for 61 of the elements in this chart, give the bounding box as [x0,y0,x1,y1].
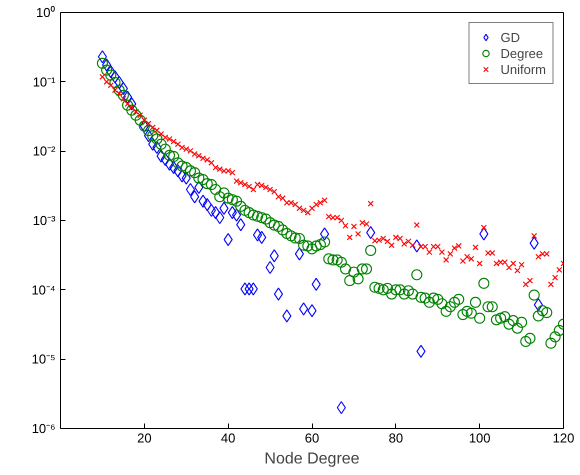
x-tick-label: 40 [220,430,236,446]
point [164,158,174,171]
x-tick-label: 80 [388,430,404,446]
point [123,90,132,104]
point [412,239,422,252]
legend-label: Degree [500,45,544,61]
point [228,206,237,220]
point [257,230,266,244]
y-tick-label: 10⁰ [36,5,56,20]
y-tick-label: 10⁻¹ [32,74,56,90]
point [224,233,233,246]
point [219,202,229,215]
point [312,278,321,291]
point [198,194,208,208]
point [248,282,258,296]
point [211,206,220,220]
point [530,236,539,250]
x-tick-label: 60 [304,430,320,446]
point [416,344,426,358]
point [190,190,200,204]
point [114,76,124,89]
point [270,249,279,262]
point [479,227,488,240]
point [110,70,120,84]
point [194,180,204,194]
point [148,138,158,151]
point [294,247,304,260]
point [366,226,376,240]
point [98,50,107,64]
x-axis-title: Node Degree [264,450,360,468]
point [144,129,154,142]
point [178,169,187,182]
point [307,304,317,318]
point [236,218,246,232]
point [534,298,543,312]
y-tick-label: 10⁻⁵ [32,352,56,367]
point [274,287,284,301]
x-tick-label: 20 [137,430,152,446]
y-tick-label: 10⁻⁴ [31,282,56,298]
point [299,302,308,316]
point [206,204,216,217]
point [118,82,128,96]
point [169,161,178,174]
point [215,211,224,224]
point [320,227,330,240]
legend-label: Uniform [500,61,546,77]
y-tick-label: 10⁻³ [32,213,56,228]
legend-label: GD [500,29,520,45]
point [106,65,116,78]
point [127,97,136,110]
y-tick-label: 10⁻² [32,144,56,159]
point [160,152,170,166]
point [252,228,262,242]
point [240,282,250,296]
x-tick-label: 100 [468,430,491,446]
point [173,164,182,178]
point [244,282,254,296]
x-tick-label: 120 [552,430,574,446]
point [156,150,166,163]
point [336,401,346,414]
y-tick-label: 10⁻⁶ [32,421,56,436]
